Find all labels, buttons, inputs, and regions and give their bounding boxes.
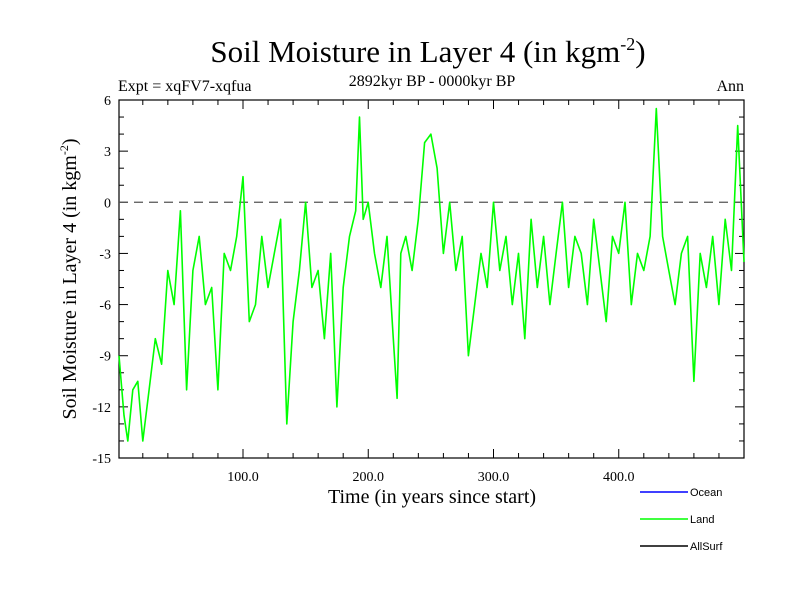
legend: Ocean Land AllSurf (640, 487, 723, 553)
x-axis-label: Time (in years since start) (328, 486, 536, 508)
period-label: 2892kyr BP - 0000kyr BP (349, 73, 516, 90)
chart-title: Soil Moisture in Layer 4 (in kgm-2) (210, 34, 645, 69)
x-tick-label: 200.0 (352, 470, 384, 485)
y-tick-label: 3 (104, 145, 111, 160)
y-tick-label: -15 (92, 452, 111, 467)
land-series-line (118, 107, 745, 442)
y-tick-label: 6 (104, 94, 111, 109)
legend-ocean-label: Ocean (690, 487, 722, 499)
y-tick-label: 0 (104, 196, 111, 211)
y-tick-label: -6 (99, 299, 111, 314)
x-tick-label: 400.0 (603, 470, 635, 485)
x-tick-label: 100.0 (227, 470, 259, 485)
y-tick-label: -12 (92, 401, 111, 416)
y-axis-label: Soil Moisture in Layer 4 (in kgm-2) (57, 138, 81, 419)
x-tick-labels: 100.0 200.0 300.0 400.0 (227, 470, 634, 485)
experiment-label: Expt = xqFV7-xqfua (118, 78, 251, 95)
x-tick-label: 300.0 (478, 470, 510, 485)
legend-land-label: Land (690, 514, 714, 526)
plot-frame (118, 99, 745, 459)
legend-allsurf-label: AllSurf (690, 541, 723, 553)
y-tick-label: -3 (99, 247, 111, 262)
axis-ticks (119, 99, 744, 459)
y-tick-label: -9 (99, 350, 111, 365)
season-label: Ann (716, 78, 744, 95)
y-tick-labels: 6 3 0 -3 -6 -9 -12 -15 (92, 94, 111, 467)
